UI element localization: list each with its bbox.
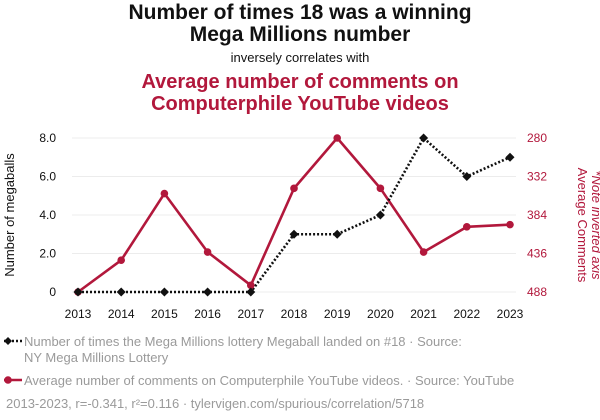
comments-point	[376, 184, 385, 193]
comments-point	[333, 134, 342, 142]
megaball-point	[375, 210, 385, 220]
right-tick-label: 384	[527, 208, 547, 222]
left-tick-label: 2.0	[39, 247, 56, 261]
comments-point	[506, 220, 514, 229]
megaball-point	[116, 287, 126, 297]
chart-subtitle: inversely correlates with	[230, 50, 370, 65]
red-title-line-1: Average number of comments on	[141, 71, 459, 93]
left-tick-label: 6.0	[39, 170, 56, 184]
comments-point	[117, 256, 125, 264]
legend-series2-label: Average number of comments on Computerph…	[24, 373, 515, 388]
right-tick-label: 488	[527, 285, 547, 299]
x-tick-label: 2020	[367, 307, 394, 321]
legend-series1-label-line2: NY Mega Millions Lottery	[24, 350, 169, 365]
comments-point	[203, 248, 212, 256]
x-tick-label: 2018	[281, 307, 308, 321]
right-axis-label: Average Comments	[575, 168, 590, 283]
x-tick-label: 2016	[194, 307, 221, 321]
x-tick-label: 2022	[453, 307, 480, 321]
megaball-point	[73, 287, 83, 297]
right-tick-label: 332	[527, 170, 547, 184]
left-tick-label: 4.0	[39, 208, 56, 222]
x-tick-label: 2017	[237, 307, 264, 321]
left-tick-label: 0	[49, 285, 56, 299]
right-axis-note: *Note inverted axis	[589, 170, 600, 280]
megaball-point	[203, 287, 213, 297]
legend-series1-diamond-icon	[4, 337, 12, 345]
right-tick-label: 280	[527, 131, 547, 145]
megaball-point	[246, 287, 256, 297]
x-tick-label: 2014	[108, 307, 135, 321]
x-tick-label: 2019	[324, 307, 351, 321]
chart-title-line-1: Number of times 18 was a winning	[128, 1, 472, 24]
left-axis-label: Number of megaballs	[2, 153, 17, 277]
megaball-point	[505, 152, 515, 162]
left-tick-label: 8.0	[39, 131, 56, 145]
x-tick-label: 2013	[65, 307, 92, 321]
comments-point	[290, 184, 298, 193]
comments-point	[247, 281, 255, 290]
megaball-point	[419, 133, 429, 143]
comments-point	[419, 248, 428, 256]
megaball-point	[462, 172, 472, 181]
comments-point	[160, 189, 169, 198]
red-title-line-2: Computerphile YouTube videos	[151, 93, 449, 115]
megaball-point	[159, 287, 169, 297]
x-tick-label: 2023	[497, 307, 524, 321]
right-tick-label: 436	[527, 247, 547, 261]
x-tick-label: 2015	[151, 307, 178, 321]
megaball-point	[289, 229, 299, 239]
megaball-point	[332, 229, 342, 239]
legend-series1-label: Number of times the Mega Millions lotter…	[24, 334, 462, 349]
chart-title-line-2: Mega Millions number	[189, 23, 411, 46]
x-tick-label: 2021	[410, 307, 437, 321]
comments-point	[463, 223, 471, 231]
legend-series2-circle-icon	[4, 376, 12, 384]
footer-source: 2013-2023, r=-0.341, r²=0.116 · tylervig…	[6, 396, 425, 411]
